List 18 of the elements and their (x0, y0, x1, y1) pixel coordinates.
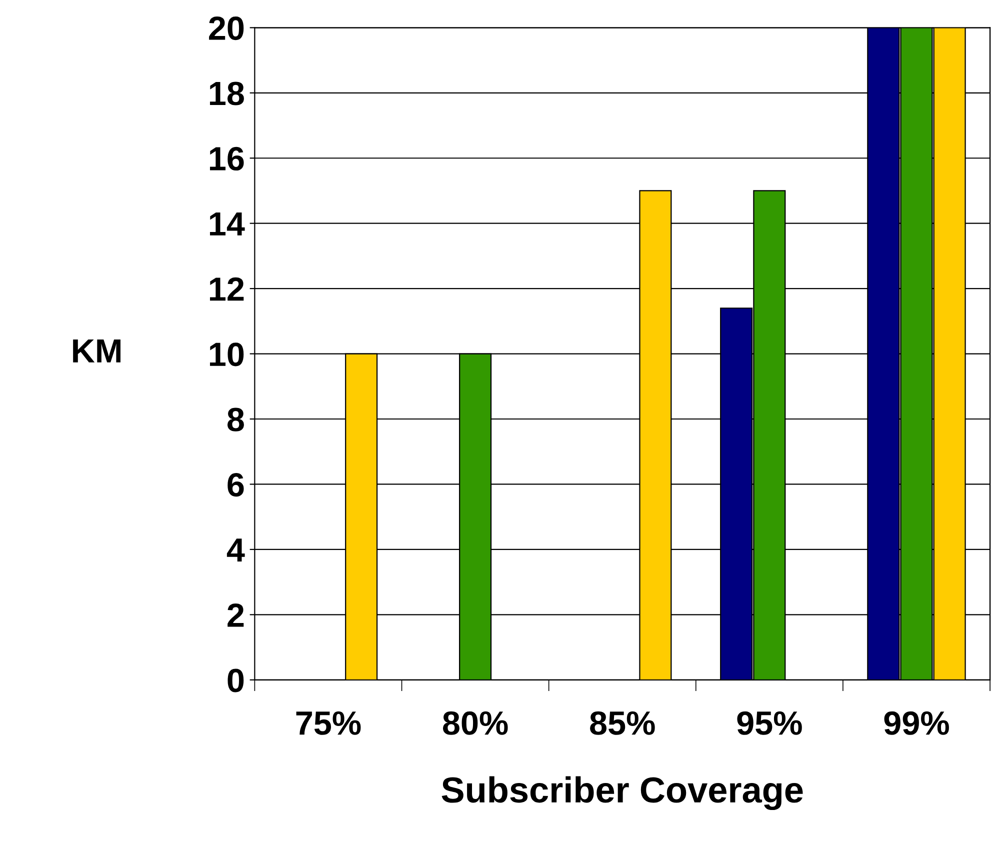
y-tick-label: 0 (228, 668, 244, 692)
x-axis-title: Subscriber Coverage (442, 776, 803, 810)
y-tick-label: 18 (210, 82, 244, 106)
y-axis-title: KM (73, 339, 120, 362)
y-tick-label: 6 (228, 473, 244, 497)
x-tick-label: 75% (296, 711, 361, 735)
y-tick-label: 16 (210, 146, 244, 171)
y-tick-label: 10 (210, 342, 244, 366)
y-tick-label: 8 (227, 408, 244, 432)
y-tick-label: 4 (226, 538, 245, 562)
x-tick-label: 99% (884, 711, 949, 735)
y-tick-label: 12 (210, 277, 244, 301)
x-tick-label: 80% (442, 711, 508, 735)
x-tick-label: 85% (590, 711, 655, 735)
y-tick-label: 20 (209, 16, 244, 40)
y-tick-label: 2 (228, 603, 244, 627)
y-tick-label: 14 (210, 212, 245, 236)
x-tick-label: 95% (737, 711, 802, 735)
